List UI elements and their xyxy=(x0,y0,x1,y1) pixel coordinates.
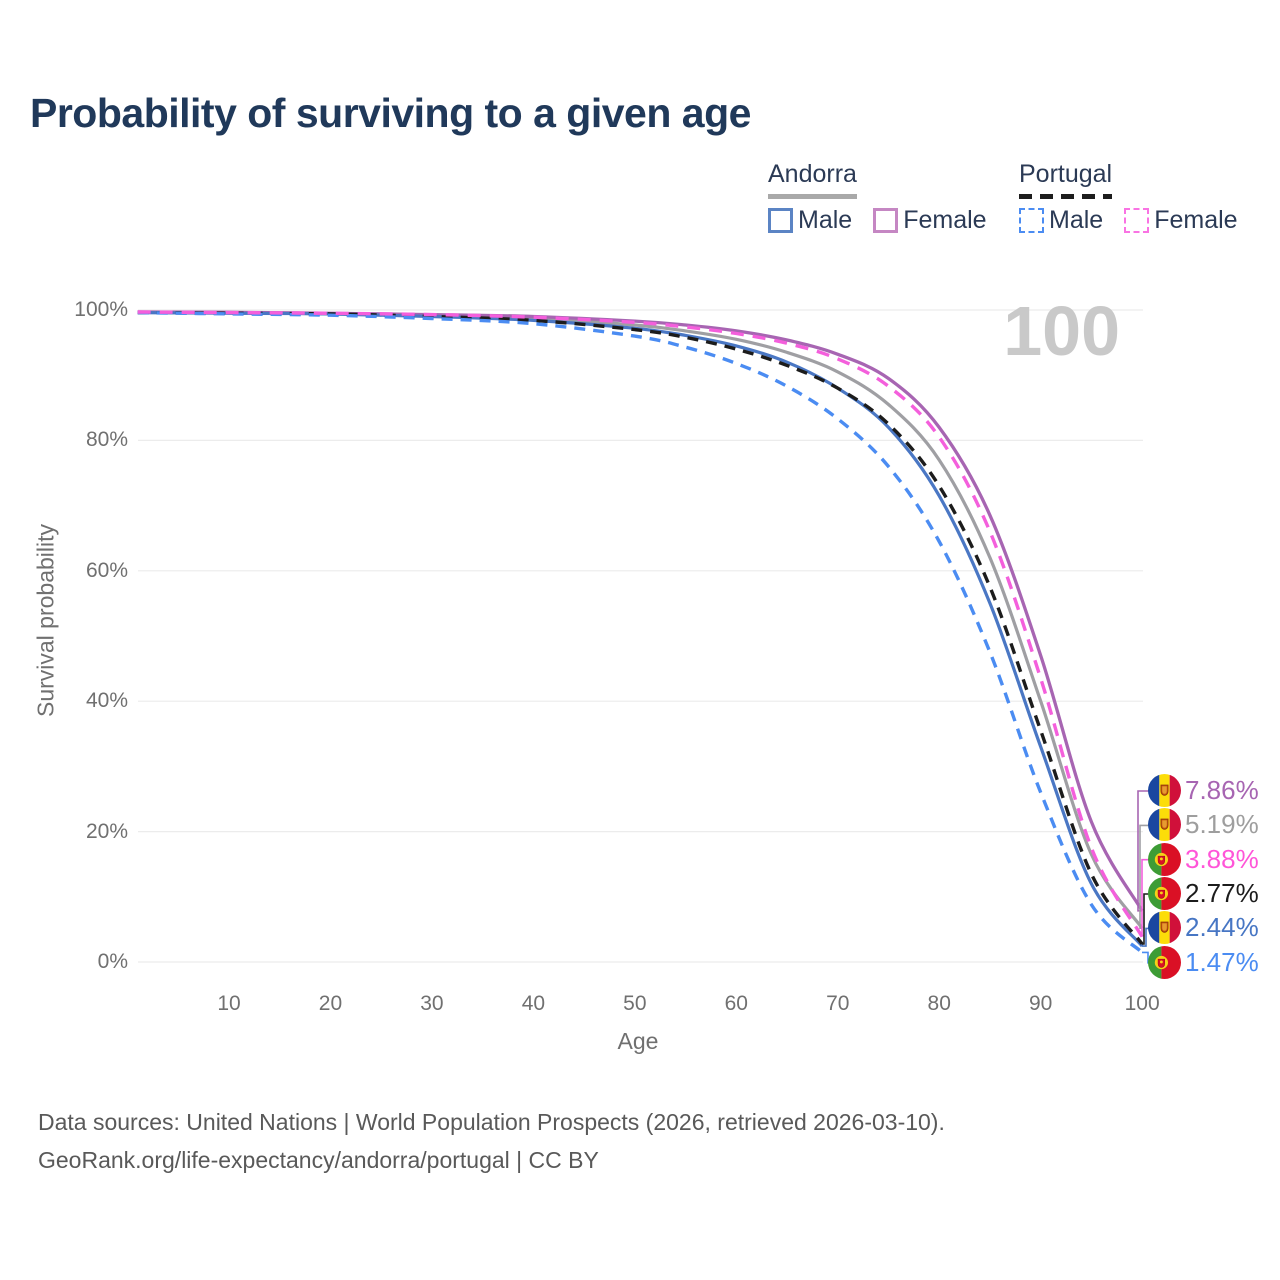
legend-item-andorra-male[interactable]: Male xyxy=(768,206,852,235)
portugal-flag-icon xyxy=(1148,945,1181,979)
end-label-value: 2.44% xyxy=(1185,912,1259,943)
y-tick-60%: 60% xyxy=(85,558,128,582)
legend-swatch-portugal-male-icon[interactable] xyxy=(1019,208,1044,233)
andorra-flag-icon xyxy=(1148,774,1181,807)
legend-group-andorra: Andorra Male Female xyxy=(768,160,987,235)
curve-portugal-male[interactable] xyxy=(137,310,1144,954)
y-tick-0%: 0% xyxy=(97,950,128,973)
x-tick-70: 70 xyxy=(826,992,850,1015)
end-label-value: 7.86% xyxy=(1185,775,1259,805)
y-tick-40%: 40% xyxy=(85,689,128,713)
legend-item-portugal-female[interactable]: Female xyxy=(1124,206,1238,235)
andorra-flag-icon xyxy=(1148,808,1181,842)
x-axis-title: Age xyxy=(617,1028,659,1054)
x-tick-80: 80 xyxy=(927,992,951,1015)
x-tick-20: 20 xyxy=(318,992,343,1015)
age-watermark: 100 xyxy=(1003,292,1120,370)
legend-label-portugal-female: Female xyxy=(1154,206,1238,234)
end-label-value: 2.77% xyxy=(1185,878,1259,909)
end-label-value: 5.19% xyxy=(1185,809,1259,840)
end-label-value: 1.47% xyxy=(1185,946,1259,977)
end-label-andorra-male: 2.44% xyxy=(1148,911,1259,945)
legend-label-andorra-male: Male xyxy=(798,206,853,234)
end-connector-portugal-female xyxy=(1141,858,1150,937)
legend-label-andorra-female: Female xyxy=(903,206,987,234)
legend-item-portugal-male[interactable]: Male xyxy=(1019,206,1103,235)
x-tick-10: 10 xyxy=(217,992,241,1015)
y-axis-title: Survival probability xyxy=(32,523,59,718)
footer-link: GeoRank.org/life-expectancy/andorra/port… xyxy=(38,1147,599,1173)
y-tick-100%: 100% xyxy=(74,298,128,321)
end-connector-andorra-male xyxy=(1142,927,1150,947)
legend-items-andorra: Male Female xyxy=(768,206,987,235)
end-connector-portugal-total xyxy=(1142,893,1150,945)
footer-sources: Data sources: United Nations | World Pop… xyxy=(38,1109,945,1135)
legend-swatch-andorra-male-icon[interactable] xyxy=(768,208,793,233)
legend-item-andorra-female[interactable]: Female xyxy=(873,206,987,235)
portugal-flag-icon xyxy=(1148,842,1181,876)
end-label-andorra-total: 5.19% xyxy=(1148,808,1259,842)
x-tick-60: 60 xyxy=(724,992,748,1015)
legend-swatch-andorra-female-icon[interactable] xyxy=(873,208,899,233)
y-tick-80%: 80% xyxy=(85,428,128,452)
end-label-portugal-female: 3.88% xyxy=(1148,842,1259,876)
portugal-flag-icon xyxy=(1148,877,1181,911)
end-label-portugal-total: 2.77% xyxy=(1148,877,1259,911)
legend-items-portugal: Male Female xyxy=(1019,206,1238,235)
x-tick-90: 90 xyxy=(1028,992,1053,1015)
y-tick-20%: 20% xyxy=(85,819,128,843)
curve-portugal-female[interactable] xyxy=(137,310,1144,938)
legend-header-portugal: Portugal xyxy=(1019,160,1113,199)
page-title: Probability of surviving to a given age xyxy=(30,90,751,136)
end-label-portugal-male: 1.47% xyxy=(1148,945,1259,979)
end-label-value: 3.88% xyxy=(1185,843,1259,874)
legend-label-portugal-male: Male xyxy=(1049,206,1104,234)
legend-swatch-portugal-female-icon[interactable] xyxy=(1124,208,1150,233)
x-tick-100: 100 xyxy=(1124,992,1160,1015)
end-connector-andorra-total xyxy=(1139,824,1150,929)
plot-area[interactable] xyxy=(138,300,1143,970)
legend-header-andorra: Andorra xyxy=(768,160,857,199)
legend-group-portugal: Portugal Male Female xyxy=(1019,160,1238,235)
x-tick-40: 40 xyxy=(521,992,546,1015)
andorra-flag-icon xyxy=(1148,911,1181,945)
x-tick-50: 50 xyxy=(623,992,647,1015)
end-label-andorra-female: 7.86% xyxy=(1148,774,1259,807)
x-tick-30: 30 xyxy=(420,992,444,1015)
